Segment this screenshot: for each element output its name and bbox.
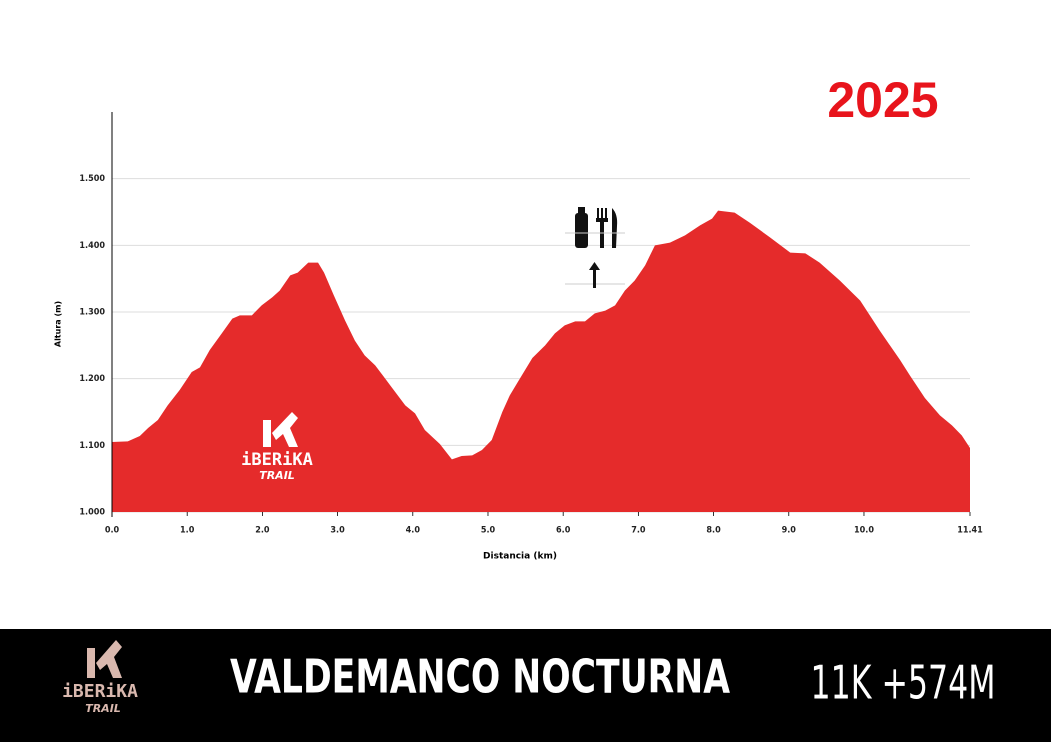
y-tick-label: 1.100 (79, 441, 105, 451)
x-axis-label: Distancia (km) (483, 552, 557, 562)
logo: iBERiKA TRAIL (241, 412, 313, 482)
x-tick-label: 5.0 (481, 526, 496, 536)
logo-tagline: TRAIL (85, 702, 121, 715)
x-tick-label: 4.0 (406, 526, 421, 536)
x-tick-label: 10.0 (854, 526, 874, 536)
x-tick-label: 9.0 (782, 526, 797, 536)
y-tick-label: 1.300 (79, 308, 105, 318)
banner (0, 629, 1051, 742)
elevation-area (112, 210, 970, 512)
y-tick-label: 1.500 (79, 174, 105, 184)
x-tick-label: 6.0 (556, 526, 571, 536)
y-tick-label: 1.200 (79, 374, 105, 384)
logo-tagline: TRAIL (259, 469, 295, 482)
x-tick-label: 11.41 (957, 526, 983, 536)
x-tick-label: 2.0 (255, 526, 270, 536)
plot: 1.000 1.100 1.200 1.300 1.400 1.500 0.0 1.0 2.0 3… (79, 174, 983, 535)
logo-brand: iBERiKA (62, 681, 138, 702)
banner-logo: iBERiKA TRAIL (62, 640, 138, 715)
logo-brand: iBERiKA (241, 450, 313, 470)
y-axis-label: Altura (m) (54, 301, 63, 347)
x-tick-label: 7.0 (631, 526, 646, 536)
x-tick-label: 8.0 (706, 526, 721, 536)
race-name: VALDEMANCO NOCTURNA (230, 650, 730, 704)
y-tick-label: 1.400 (79, 241, 105, 251)
aid-station-icon (565, 207, 625, 288)
x-tick-label: 0.0 (105, 526, 120, 536)
chart-title: 2025 (827, 72, 938, 128)
x-tick-label: 3.0 (330, 526, 345, 536)
x-tick-label: 1.0 (180, 526, 195, 536)
race-distance: 11K +574M (811, 656, 996, 710)
y-tick-label: 1.000 (79, 508, 105, 518)
